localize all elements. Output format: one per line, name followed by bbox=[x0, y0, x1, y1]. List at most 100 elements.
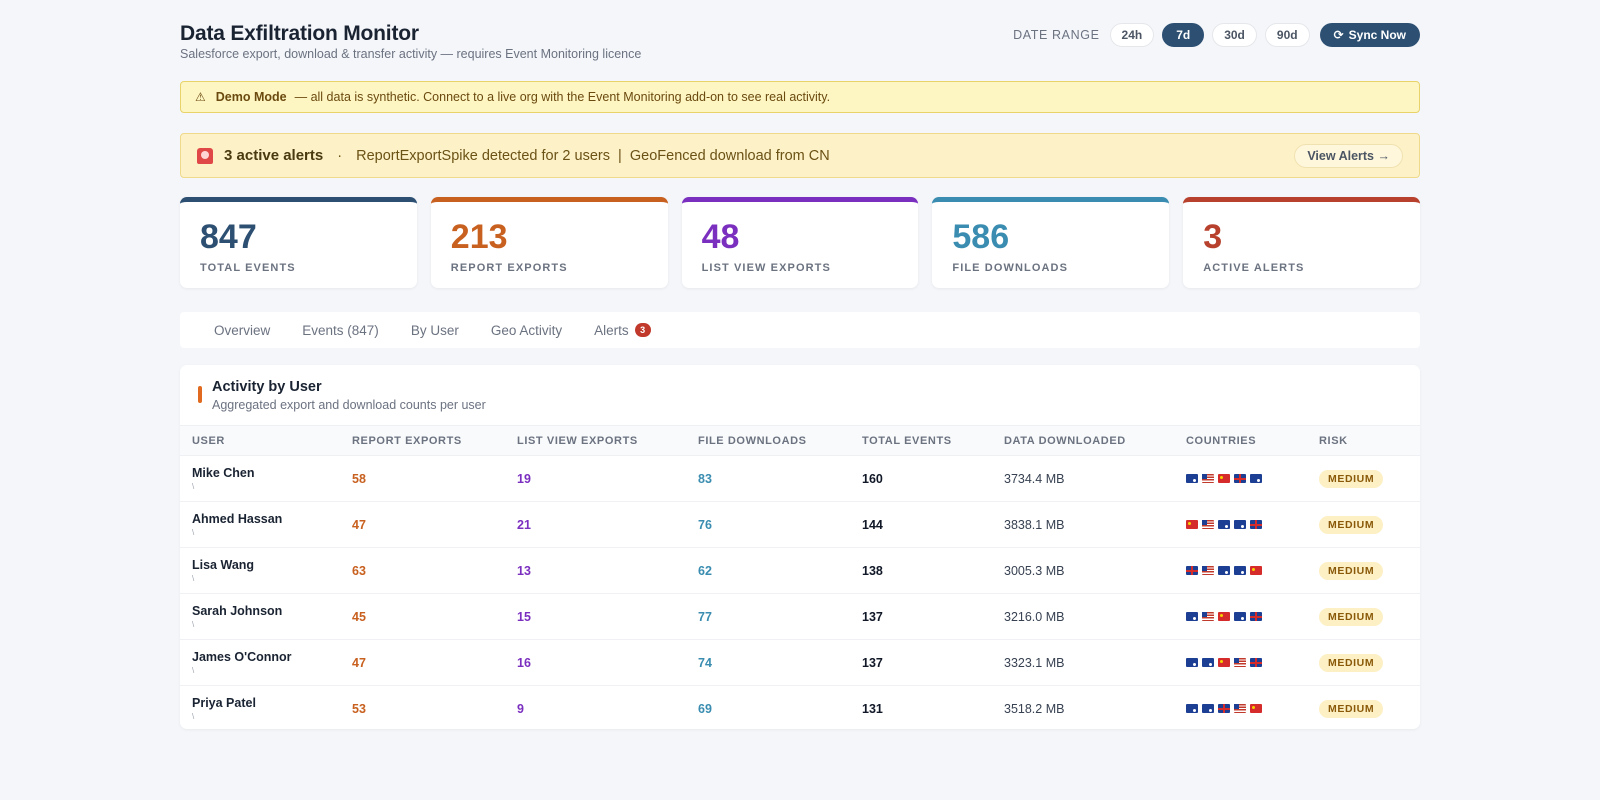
list-view-exports-cell: 15 bbox=[517, 609, 531, 624]
stat-card-report-exports: 213 REPORT EXPORTS bbox=[430, 197, 668, 288]
user-cell: Sarah Johnson \ bbox=[180, 594, 340, 640]
tab-by-user[interactable]: By User bbox=[410, 322, 459, 338]
risk-badge: MEDIUM bbox=[1319, 699, 1384, 718]
country-flag-us-icon bbox=[1202, 612, 1214, 621]
user-cell: Ahmed Hassan \ bbox=[180, 502, 340, 548]
list-view-exports-cell: 16 bbox=[517, 655, 531, 670]
alerts-count-badge: 3 bbox=[634, 323, 651, 337]
data-downloaded-cell: 3518.2 MB bbox=[1004, 701, 1065, 716]
range-24h-button[interactable]: 24h bbox=[1109, 23, 1155, 47]
file-downloads-cell: 77 bbox=[698, 609, 712, 624]
countries-cell bbox=[1174, 548, 1307, 594]
country-flag-au-icon bbox=[1234, 566, 1246, 575]
column-header-risk[interactable]: RISK bbox=[1319, 434, 1348, 447]
risk-badge: MEDIUM bbox=[1319, 653, 1384, 672]
country-flag-au-icon bbox=[1234, 520, 1246, 529]
panel-title: Activity by User bbox=[212, 379, 322, 395]
panel-subtitle: Aggregated export and download counts pe… bbox=[212, 398, 486, 412]
column-header-data-downloaded[interactable]: DATA DOWNLOADED bbox=[1004, 434, 1126, 447]
risk-cell: MEDIUM bbox=[1307, 686, 1420, 732]
country-flag-us-icon bbox=[1234, 658, 1246, 667]
range-30d-button[interactable]: 30d bbox=[1212, 23, 1257, 47]
country-flag-au-icon bbox=[1186, 474, 1198, 483]
column-header-countries[interactable]: COUNTRIES bbox=[1186, 434, 1257, 447]
user-name[interactable]: Mike Chen bbox=[192, 466, 255, 480]
page: Data Exfiltration Monitor Salesforce exp… bbox=[180, 0, 1420, 729]
total-events-cell: 137 bbox=[862, 655, 883, 670]
active-alerts-banner: 3 active alerts · ReportExportSpike dete… bbox=[180, 133, 1420, 178]
stat-value: 847 bbox=[200, 218, 257, 256]
range-7d-button[interactable]: 7d bbox=[1162, 23, 1205, 47]
country-flag-cn-icon bbox=[1250, 566, 1262, 575]
list-view-exports-cell: 9 bbox=[517, 701, 524, 716]
country-flag-au-icon bbox=[1250, 474, 1262, 483]
range-90d-button[interactable]: 90d bbox=[1264, 23, 1310, 47]
country-flag-gb-icon bbox=[1218, 704, 1230, 714]
column-header-report-exports[interactable]: REPORT EXPORTS bbox=[352, 434, 462, 447]
report-exports-cell: 47 bbox=[352, 517, 366, 532]
column-header-user[interactable]: USER bbox=[192, 434, 225, 447]
page-subtitle: Salesforce export, download & transfer a… bbox=[180, 47, 642, 61]
risk-cell: MEDIUM bbox=[1307, 456, 1420, 502]
user-name[interactable]: Priya Patel bbox=[192, 696, 256, 711]
tab-geo-activity[interactable]: Geo Activity bbox=[490, 322, 563, 338]
country-flag-gb-icon bbox=[1186, 566, 1198, 575]
column-header-list-view-exports[interactable]: LIST VIEW EXPORTS bbox=[517, 434, 638, 447]
country-flag-cn-icon bbox=[1218, 612, 1230, 621]
file-downloads-cell: 76 bbox=[698, 517, 712, 532]
country-flag-us-icon bbox=[1234, 704, 1246, 714]
user-subtext: \ bbox=[192, 528, 195, 537]
country-flags bbox=[1186, 520, 1307, 529]
country-flag-gb-icon bbox=[1234, 474, 1246, 483]
country-flag-cn-icon bbox=[1218, 658, 1230, 667]
user-cell: James O'Connor \ bbox=[180, 640, 340, 686]
table-row[interactable]: Lisa Wang \ 63 13 62 138 3005.3 MB MEDIUM bbox=[180, 548, 1420, 594]
activity-table: USER REPORT EXPORTS LIST VIEW EXPORTS FI… bbox=[180, 425, 1420, 732]
list-view-exports-cell: 21 bbox=[517, 517, 531, 532]
risk-badge: MEDIUM bbox=[1319, 561, 1384, 580]
tab-events[interactable]: Events (847) bbox=[302, 322, 379, 338]
sync-now-label: Sync Now bbox=[1348, 28, 1406, 42]
table-row[interactable]: Mike Chen \ 58 19 83 160 3734.4 MB MEDIUM bbox=[180, 456, 1420, 502]
total-events-cell: 131 bbox=[862, 701, 883, 716]
data-downloaded-cell: 3216.0 MB bbox=[1004, 609, 1065, 624]
refresh-icon: ⟳ bbox=[1333, 28, 1344, 42]
data-downloaded-cell: 3734.4 MB bbox=[1004, 471, 1065, 486]
tab-bar: Overview Events (847) By User Geo Activi… bbox=[180, 312, 1420, 348]
page-title: Data Exfiltration Monitor bbox=[180, 22, 419, 45]
risk-badge: MEDIUM bbox=[1319, 515, 1384, 534]
active-alerts-count: 3 active alerts bbox=[224, 147, 324, 164]
list-view-exports-cell: 13 bbox=[517, 563, 531, 578]
alerts-detail: ReportExportSpike detected for 2 users |… bbox=[356, 147, 830, 164]
stat-label: ACTIVE ALERTS bbox=[1203, 262, 1305, 274]
user-cell: Priya Patel \ bbox=[180, 686, 340, 732]
user-name[interactable]: James O'Connor bbox=[192, 650, 292, 664]
tab-alerts[interactable]: Alerts 3 bbox=[594, 323, 651, 338]
risk-cell: MEDIUM bbox=[1307, 502, 1420, 548]
countries-cell bbox=[1174, 594, 1307, 640]
stat-label: FILE DOWNLOADS bbox=[952, 262, 1069, 274]
sync-now-button[interactable]: ⟳ Sync Now bbox=[1319, 23, 1420, 47]
risk-cell: MEDIUM bbox=[1307, 640, 1420, 686]
table-row[interactable]: Ahmed Hassan \ 47 21 76 144 3838.1 MB MEDIUM bbox=[180, 502, 1420, 548]
file-downloads-cell: 62 bbox=[698, 563, 712, 578]
report-exports-cell: 45 bbox=[352, 609, 366, 624]
column-header-total-events[interactable]: TOTAL EVENTS bbox=[862, 434, 952, 447]
view-alerts-button[interactable]: View Alerts → bbox=[1294, 144, 1403, 168]
table-row[interactable]: Priya Patel \ 53 9 69 131 3518.2 MB MEDIUM bbox=[180, 686, 1420, 732]
table-row[interactable]: Sarah Johnson \ 45 15 77 137 3216.0 MB MEDIUM bbox=[180, 594, 1420, 640]
user-name[interactable]: Lisa Wang bbox=[192, 558, 255, 572]
stat-card-file-downloads: 586 FILE DOWNLOADS bbox=[932, 197, 1170, 288]
column-header-file-downloads[interactable]: FILE DOWNLOADS bbox=[698, 434, 807, 447]
table-row[interactable]: James O'Connor \ 47 16 74 137 3323.1 MB MEDIUM bbox=[180, 640, 1420, 686]
country-flag-au-icon bbox=[1186, 612, 1198, 621]
table-body: Mike Chen \ 58 19 83 160 3734.4 MB MEDIUM Ahmed … bbox=[180, 456, 1420, 732]
user-name[interactable]: Sarah Johnson bbox=[192, 604, 283, 618]
tab-overview[interactable]: Overview bbox=[214, 322, 271, 338]
country-flag-au-icon bbox=[1202, 704, 1214, 714]
user-subtext: \ bbox=[192, 620, 195, 629]
total-events-cell: 160 bbox=[862, 471, 883, 486]
user-name[interactable]: Ahmed Hassan bbox=[192, 512, 283, 526]
data-downloaded-cell: 3838.1 MB bbox=[1004, 517, 1065, 532]
country-flag-us-icon bbox=[1202, 474, 1214, 483]
